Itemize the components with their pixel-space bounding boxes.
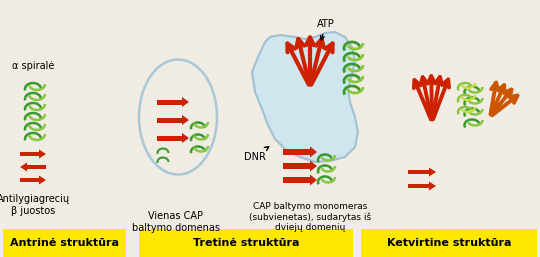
Bar: [283, 177, 310, 183]
Text: α spiralė: α spiralė: [12, 61, 54, 71]
Bar: [361, 229, 537, 257]
Text: CAP baltymo monomeras
(subvienetas), sudarytas iš
dviejų domenių: CAP baltymo monomeras (subvienetas), sud…: [249, 202, 371, 232]
Text: Antilygiagrecių
β juostos: Antilygiagrecių β juostos: [0, 194, 70, 216]
Polygon shape: [310, 175, 317, 186]
Text: Antrinė struktūra: Antrinė struktūra: [10, 238, 119, 248]
Polygon shape: [182, 115, 189, 125]
Text: DNR: DNR: [244, 147, 268, 162]
Polygon shape: [429, 168, 436, 177]
Polygon shape: [310, 161, 317, 171]
Text: Ketvirtine struktūra: Ketvirtine struktūra: [387, 238, 511, 248]
Polygon shape: [252, 32, 358, 162]
Text: Tretinė struktūra: Tretinė struktūra: [193, 238, 299, 248]
Bar: [139, 229, 353, 257]
Polygon shape: [39, 176, 46, 185]
Bar: [283, 149, 310, 155]
Polygon shape: [182, 97, 189, 107]
Bar: [408, 170, 429, 174]
Polygon shape: [39, 150, 46, 159]
Bar: [3, 229, 126, 257]
Bar: [157, 117, 182, 123]
Polygon shape: [310, 146, 317, 158]
Text: Vienas CAP
baltymo domenas: Vienas CAP baltymo domenas: [132, 211, 220, 233]
Text: ATP: ATP: [317, 19, 335, 40]
Polygon shape: [182, 133, 189, 143]
Bar: [283, 163, 310, 169]
Polygon shape: [20, 162, 27, 171]
Bar: [157, 135, 182, 141]
Bar: [27, 165, 46, 169]
Bar: [20, 178, 39, 182]
Polygon shape: [429, 181, 436, 190]
Bar: [20, 152, 39, 156]
Bar: [408, 184, 429, 188]
Bar: [157, 99, 182, 105]
